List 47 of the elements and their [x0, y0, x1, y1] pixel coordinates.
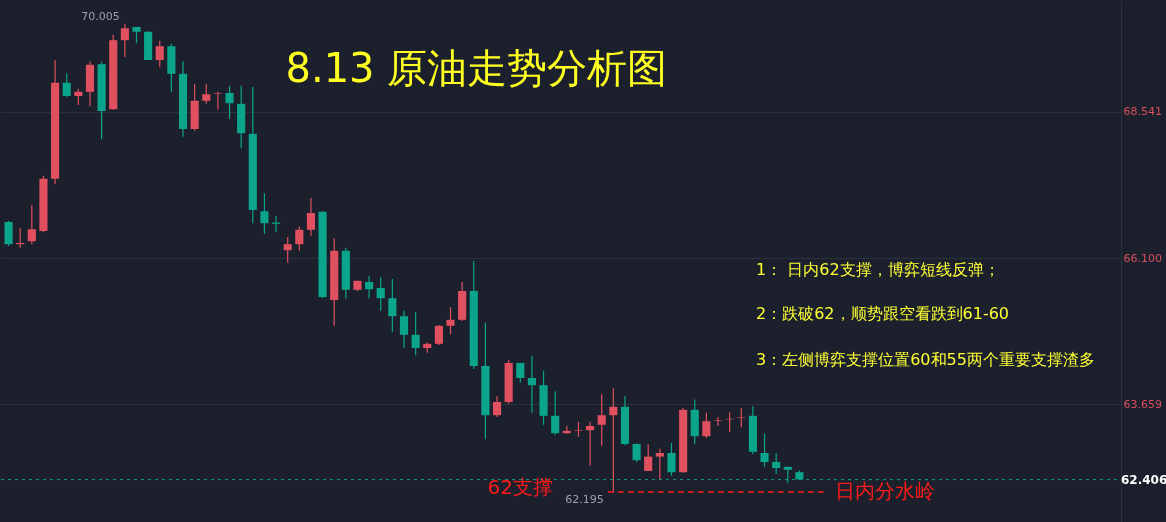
text: 8.13 原油走势分析图: [285, 45, 668, 91]
candlestick: [586, 421, 595, 467]
candlestick: [434, 324, 443, 346]
candlestick: [155, 40, 164, 68]
candlestick: [644, 444, 653, 472]
candlestick: [225, 85, 234, 120]
candlestick: [411, 311, 420, 356]
candlestick: [376, 276, 385, 312]
candlestick: [399, 310, 409, 349]
annotation: 62支撑: [487, 475, 553, 499]
candlestick: [702, 412, 711, 439]
annotation: 2：跌破62，顺势跟空看跌到61-60: [756, 304, 1010, 323]
y-tick-label: 63.659: [1123, 397, 1162, 411]
candlestick: [737, 407, 746, 428]
candlestick: [772, 452, 781, 475]
candlestick: [446, 306, 455, 335]
candlestick: [655, 448, 664, 481]
candlestick: [120, 23, 129, 58]
candlestick: [551, 390, 560, 436]
candlestick: [202, 83, 211, 105]
candlestick: [306, 197, 316, 237]
annotation: 1： 日内62支撑，博弈短线反弹；: [756, 260, 1000, 279]
candlestick: [760, 433, 769, 468]
candlestick: [62, 72, 71, 98]
candlestick: [667, 442, 676, 477]
annotation: 3：左侧博弈支撑位置60和55两个重要支撑渣多: [756, 350, 1095, 369]
candlestick: [527, 355, 536, 414]
candlestick: [365, 275, 374, 299]
ref-line-label: 日内分水岭: [834, 479, 935, 503]
ref-line-label: 62.406: [1121, 472, 1166, 487]
y-tick-label: 66.100: [1123, 251, 1162, 265]
candlestick: [260, 192, 269, 235]
candlestick: [388, 278, 397, 333]
annotation: 62.195: [565, 493, 604, 507]
annotation: 70.005: [81, 9, 120, 23]
candlestick: [609, 387, 618, 493]
y-tick-label: 68.541: [1123, 105, 1162, 119]
candlestick: [713, 416, 723, 427]
candlestick: [516, 362, 525, 384]
candlestick: [27, 204, 36, 245]
candlestick: [4, 220, 13, 247]
candlestick: [213, 91, 222, 110]
candlestick: [492, 395, 502, 418]
candlestick: [283, 236, 292, 264]
candlestick: [295, 225, 304, 252]
candlestick: [597, 393, 606, 447]
candlestick: [632, 442, 641, 463]
